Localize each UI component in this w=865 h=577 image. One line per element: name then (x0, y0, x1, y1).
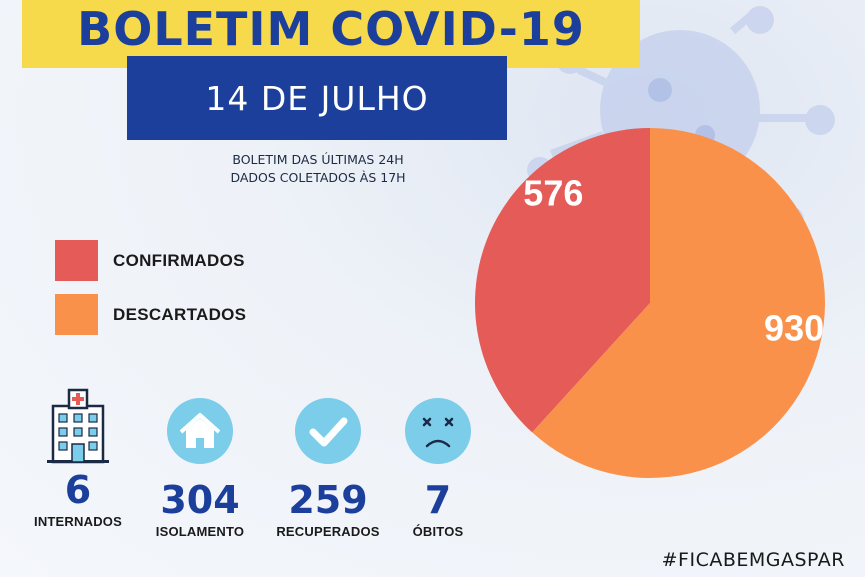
date-band: 14 DE JULHO (127, 56, 507, 140)
stat-label-internados: INTERNADOS (34, 514, 122, 529)
legend-item-confirmed: CONFIRMADOS (55, 240, 245, 281)
stat-value-obitos: 7 (424, 478, 452, 522)
sad-face-icon (405, 398, 471, 464)
stat-isolamento: 304 ISOLAMENTO (140, 398, 260, 539)
legend-label-confirmed: CONFIRMADOS (113, 250, 245, 270)
subtitle-line-1: BOLETIM DAS ÚLTIMAS 24H (232, 152, 404, 167)
legend-swatch-confirmed (55, 240, 98, 281)
subtitle: BOLETIM DAS ÚLTIMAS 24H DADOS COLETADOS … (218, 151, 418, 187)
pie-label-confirmed: 576 (523, 172, 583, 213)
pie-slice-confirmed (475, 128, 650, 433)
legend-swatch-discarded (55, 294, 98, 335)
stat-label-obitos: ÓBITOS (412, 524, 464, 539)
pie-slice-discarded (532, 128, 825, 479)
stat-value-recuperados: 259 (288, 478, 368, 522)
stat-value-isolamento: 304 (160, 478, 240, 522)
bulletin-date: 14 DE JULHO (205, 78, 429, 118)
stat-internados: 6 INTERNADOS (18, 388, 138, 529)
stat-obitos: 7 ÓBITOS (378, 398, 498, 539)
legend-label-discarded: DESCARTADOS (113, 304, 247, 324)
stat-value-internados: 6 (64, 468, 92, 512)
checkmark-icon (295, 398, 361, 464)
stat-label-isolamento: ISOLAMENTO (155, 524, 245, 539)
pie-chart: 576 930 (475, 128, 825, 479)
pie-label-discarded: 930 (764, 308, 824, 349)
page-title: BOLETIM COVID-19 (77, 2, 585, 56)
subtitle-line-2: DADOS COLETADOS ÀS 17H (230, 170, 406, 185)
hospital-icon (47, 388, 109, 464)
hashtag: #FICABEMGASPAR (661, 549, 845, 571)
stat-label-recuperados: RECUPERADOS (276, 524, 380, 539)
legend-item-discarded: DESCARTADOS (55, 294, 246, 335)
stat-recuperados: 259 RECUPERADOS (268, 398, 388, 539)
house-icon (167, 398, 233, 464)
